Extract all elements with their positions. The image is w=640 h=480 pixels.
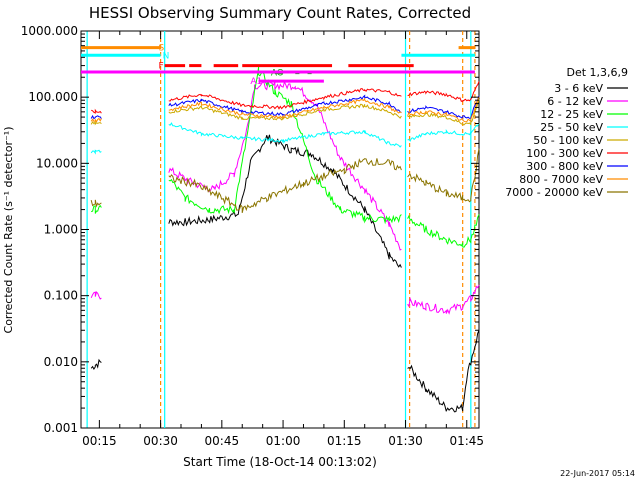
legend-label-6: 300 - 800 keV [526, 160, 603, 173]
x-tick-label-4: 01:15 [327, 434, 362, 448]
x-tick-label-5: 01:30 [388, 434, 423, 448]
y-tick-label-1: 100.000 [28, 90, 78, 104]
legend-label-4: 50 - 100 keV [533, 134, 603, 147]
flag-label-1: N [163, 51, 170, 61]
flag-label-0: S [159, 44, 165, 54]
series-line-6 [90, 94, 480, 120]
legend-label-2: 12 - 25 keV [540, 108, 603, 121]
x-tick-label-1: 00:30 [143, 434, 178, 448]
x-tick-label-6: 01:45 [449, 434, 484, 448]
series-line-8 [90, 148, 480, 214]
y-axis-ticks: 1000.000 100.000 10.000 1.000 0.100 0.010 0.00… [21, 24, 479, 435]
x-tick-label-3: 01:00 [266, 434, 301, 448]
vertical-markers [86, 31, 476, 428]
y-tick-label-2: 10.000 [36, 156, 78, 170]
x-tick-label-0: 00:15 [82, 434, 117, 448]
series-line-2 [91, 66, 480, 248]
legend-title: Det 1,3,6,9 [566, 66, 628, 79]
x-axis-label: Start Time (18-Oct-14 00:13:02) [183, 455, 377, 469]
series-layer [90, 66, 480, 413]
x-axis-ticks: 00:15 00:30 00:45 01:00 01:15 01:30 01:45 [82, 31, 484, 448]
series-line-0 [90, 134, 480, 413]
legend-label-8: 7000 - 20000 keV [505, 186, 603, 199]
plot-frame [80, 30, 480, 429]
date-stamp: 22-Jun-2017 05:14 [560, 469, 635, 478]
y-tick-label-0: 1000.000 [21, 24, 78, 38]
flag-bars: SNF AO A1 [81, 44, 475, 87]
series-line-3 [90, 122, 480, 155]
y-axis-label: Corrected Count Rate (s⁻¹ detector⁻¹) [2, 127, 15, 334]
flag-label-2: F [159, 62, 164, 72]
legend-label-3: 25 - 50 keV [540, 121, 603, 134]
chart-title: HESSI Observing Summary Count Rates, Cor… [89, 4, 471, 22]
x-tick-label-2: 00:45 [205, 434, 240, 448]
y-tick-label-5: 0.010 [44, 355, 78, 369]
series-line-7 [90, 96, 480, 123]
flag-label-3: AO [271, 69, 284, 79]
legend-label-1: 6 - 12 keV [547, 95, 603, 108]
legend-label-7: 800 - 7000 keV [519, 173, 603, 186]
legend-label-5: 100 - 300 keV [526, 147, 603, 160]
y-tick-label-3: 1.000 [44, 223, 78, 237]
legend-label-0: 3 - 6 keV [554, 82, 603, 95]
y-tick-label-6: 0.001 [44, 421, 78, 435]
series-line-5 [91, 81, 480, 114]
y-tick-label-4: 0.100 [44, 289, 78, 303]
flag-label-5: A1 [250, 77, 262, 87]
